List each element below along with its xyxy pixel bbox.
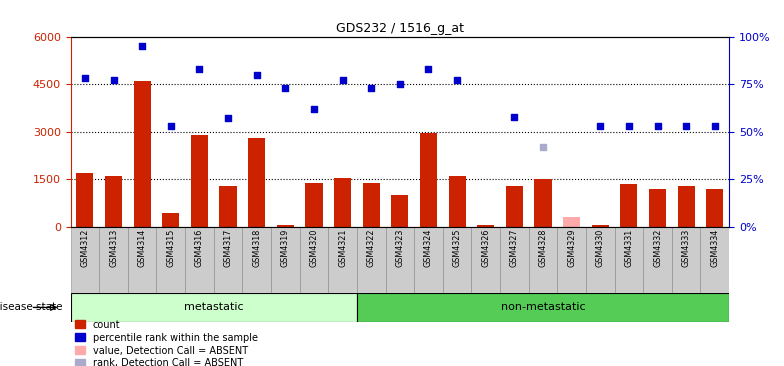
- Point: [222, 116, 234, 122]
- Text: GSM4331: GSM4331: [624, 229, 633, 267]
- FancyBboxPatch shape: [615, 227, 643, 293]
- Text: metastatic: metastatic: [184, 302, 244, 313]
- FancyBboxPatch shape: [71, 293, 357, 322]
- Point: [508, 113, 521, 119]
- Bar: [391, 195, 408, 227]
- Bar: [305, 183, 322, 227]
- FancyBboxPatch shape: [157, 227, 185, 293]
- FancyBboxPatch shape: [471, 227, 500, 293]
- Bar: [162, 213, 180, 227]
- Bar: [133, 81, 151, 227]
- FancyBboxPatch shape: [700, 227, 729, 293]
- Text: GSM4318: GSM4318: [252, 229, 261, 267]
- Text: GSM4324: GSM4324: [424, 229, 433, 267]
- Bar: [248, 138, 265, 227]
- Point: [365, 85, 377, 91]
- Bar: [706, 189, 724, 227]
- FancyBboxPatch shape: [71, 227, 100, 293]
- Point: [652, 123, 664, 129]
- Text: disease state: disease state: [0, 302, 63, 313]
- Bar: [105, 176, 122, 227]
- FancyBboxPatch shape: [242, 227, 271, 293]
- Text: GSM4323: GSM4323: [395, 229, 405, 267]
- Point: [279, 85, 292, 91]
- Bar: [76, 173, 93, 227]
- Bar: [334, 178, 351, 227]
- Point: [423, 66, 435, 72]
- FancyBboxPatch shape: [586, 227, 615, 293]
- Bar: [477, 225, 495, 227]
- Text: GSM4332: GSM4332: [653, 229, 662, 267]
- Text: GSM4326: GSM4326: [481, 229, 490, 267]
- Bar: [535, 179, 552, 227]
- Point: [193, 66, 205, 72]
- Bar: [191, 135, 208, 227]
- Point: [537, 144, 550, 150]
- Bar: [506, 186, 523, 227]
- Text: GSM4334: GSM4334: [710, 229, 719, 267]
- Bar: [220, 186, 237, 227]
- FancyBboxPatch shape: [557, 227, 586, 293]
- FancyBboxPatch shape: [271, 227, 299, 293]
- Bar: [448, 176, 466, 227]
- Text: GSM4316: GSM4316: [195, 229, 204, 267]
- FancyBboxPatch shape: [214, 227, 242, 293]
- Point: [709, 123, 721, 129]
- Bar: [677, 186, 695, 227]
- Text: GSM4314: GSM4314: [138, 229, 147, 267]
- Text: GSM4329: GSM4329: [567, 229, 576, 268]
- Point: [136, 43, 148, 49]
- Point: [107, 78, 120, 83]
- Text: GSM4330: GSM4330: [596, 229, 604, 267]
- FancyBboxPatch shape: [414, 227, 443, 293]
- Bar: [420, 133, 437, 227]
- FancyBboxPatch shape: [328, 227, 357, 293]
- Text: GSM4328: GSM4328: [539, 229, 547, 267]
- Bar: [649, 189, 666, 227]
- FancyBboxPatch shape: [443, 227, 471, 293]
- Point: [394, 81, 406, 87]
- Text: GSM4333: GSM4333: [681, 229, 691, 267]
- FancyBboxPatch shape: [357, 227, 386, 293]
- Text: GSM4317: GSM4317: [223, 229, 233, 267]
- Point: [594, 123, 607, 129]
- Text: GSM4327: GSM4327: [510, 229, 519, 268]
- Bar: [277, 225, 294, 227]
- Bar: [363, 183, 379, 227]
- FancyBboxPatch shape: [128, 227, 157, 293]
- Bar: [620, 184, 637, 227]
- FancyBboxPatch shape: [185, 227, 214, 293]
- Text: GSM4315: GSM4315: [166, 229, 176, 267]
- Point: [336, 78, 349, 83]
- Text: GSM4320: GSM4320: [310, 229, 318, 267]
- FancyBboxPatch shape: [500, 227, 528, 293]
- Text: GSM4321: GSM4321: [338, 229, 347, 267]
- Text: GSM4313: GSM4313: [109, 229, 118, 267]
- Bar: [592, 225, 609, 227]
- FancyBboxPatch shape: [643, 227, 672, 293]
- Point: [250, 72, 263, 78]
- FancyBboxPatch shape: [357, 293, 729, 322]
- Text: GSM4322: GSM4322: [367, 229, 376, 268]
- Text: GSM4325: GSM4325: [452, 229, 462, 268]
- Point: [622, 123, 635, 129]
- FancyBboxPatch shape: [672, 227, 700, 293]
- Point: [307, 106, 320, 112]
- FancyBboxPatch shape: [528, 227, 557, 293]
- FancyBboxPatch shape: [299, 227, 328, 293]
- Legend: count, percentile rank within the sample, value, Detection Call = ABSENT, rank, : count, percentile rank within the sample…: [75, 320, 258, 366]
- Text: GSM4312: GSM4312: [81, 229, 89, 267]
- FancyBboxPatch shape: [100, 227, 128, 293]
- FancyBboxPatch shape: [386, 227, 414, 293]
- Text: GSM4319: GSM4319: [281, 229, 290, 267]
- Point: [451, 78, 463, 83]
- Bar: [563, 217, 580, 227]
- Point: [680, 123, 692, 129]
- Text: non-metastatic: non-metastatic: [501, 302, 586, 313]
- Title: GDS232 / 1516_g_at: GDS232 / 1516_g_at: [336, 22, 464, 36]
- Point: [165, 123, 177, 129]
- Point: [78, 75, 91, 81]
